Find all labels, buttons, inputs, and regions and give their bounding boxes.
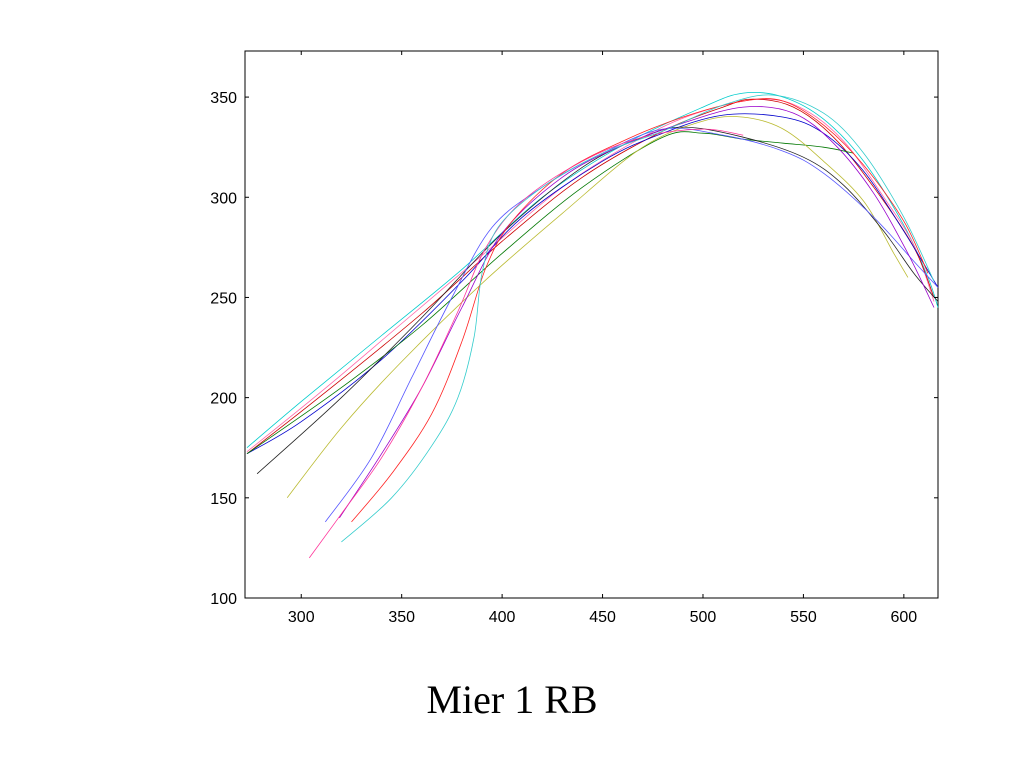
series-line-6 bbox=[286, 116, 909, 499]
y-tick-label: 350 bbox=[210, 90, 237, 107]
ticks-layer: 300 350 400 450 500 550 600 100 150 200 250 300 350 bbox=[210, 51, 938, 626]
y-tick-label: 200 bbox=[210, 391, 237, 408]
series-line-3 bbox=[246, 98, 935, 455]
series-line-11 bbox=[308, 128, 744, 559]
series-line-12 bbox=[341, 94, 935, 543]
y-tick-label: 250 bbox=[210, 290, 237, 307]
series-line-2 bbox=[246, 98, 935, 453]
x-tick-label: 400 bbox=[489, 609, 516, 626]
series-line-1 bbox=[246, 91, 939, 449]
series-line-5 bbox=[246, 131, 854, 455]
series-line-7 bbox=[256, 126, 939, 475]
x-tick-label: 450 bbox=[589, 609, 616, 626]
slide-caption: Mier 1 RB bbox=[426, 677, 598, 722]
x-tick-label: 550 bbox=[790, 609, 817, 626]
plot-border bbox=[244, 50, 939, 599]
series-line-4 bbox=[246, 113, 939, 455]
series-line-9 bbox=[339, 106, 935, 519]
y-tick-label: 300 bbox=[210, 190, 237, 207]
series-line-10 bbox=[351, 98, 929, 523]
series-layer bbox=[246, 91, 939, 559]
plot-frame bbox=[244, 50, 939, 599]
y-tick-label: 100 bbox=[210, 591, 237, 608]
line-chart: 300 350 400 450 500 550 600 100 150 200 250 300 350 bbox=[210, 50, 939, 626]
x-tick-label: 500 bbox=[690, 609, 717, 626]
x-tick-label: 350 bbox=[388, 609, 415, 626]
y-tick-label: 150 bbox=[210, 491, 237, 508]
x-tick-label: 600 bbox=[891, 609, 918, 626]
x-tick-label: 300 bbox=[288, 609, 315, 626]
